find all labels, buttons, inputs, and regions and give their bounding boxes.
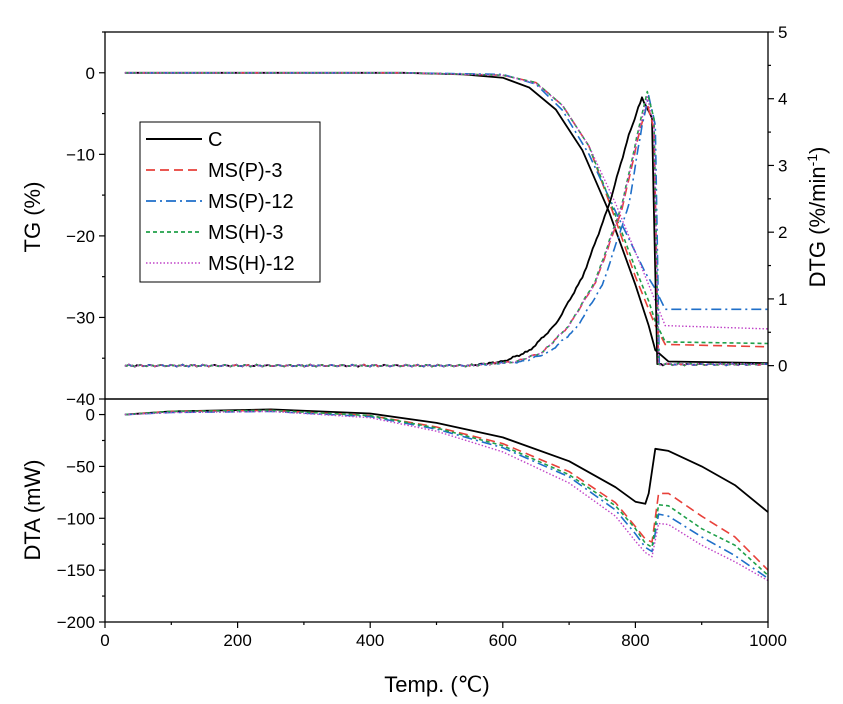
dta-tick-label: −50: [66, 457, 95, 476]
tg-tick-label: −30: [66, 308, 95, 327]
legend-label-0: C: [208, 129, 222, 151]
dta-curve-0: [124, 408, 768, 513]
dta-tick-label: −100: [57, 509, 95, 528]
dtg-tick-label: 0: [778, 357, 787, 376]
dta-tick-label: −150: [57, 561, 95, 580]
legend: C MS(P)-3 MS(P)-12 MS(H)-3 MS(H)-12: [139, 121, 321, 283]
tg-tick-label: −40: [66, 390, 95, 409]
bottom-panel-frame: [104, 398, 769, 623]
dta-curve-2: [124, 410, 768, 580]
dtg-axis-label-superscript: -1: [804, 154, 820, 167]
dta-curve-3: [124, 409, 768, 576]
x-tick-label: 0: [100, 631, 109, 650]
top-panel-curves: [124, 71, 768, 368]
panel-frames: [104, 31, 769, 623]
tg-tick-label: 0: [86, 64, 95, 83]
x-tick-label: 800: [621, 631, 649, 650]
dta-tick-label: 0: [86, 406, 95, 425]
dta-tick-label: −200: [57, 613, 95, 632]
dtg-tick-label: 5: [778, 23, 787, 42]
dtg-axis-label: DTG (%/min-1): [804, 147, 830, 288]
legend-label-2: MS(P)-12: [208, 191, 294, 213]
x-tick-label: 1000: [749, 631, 787, 650]
dta-curve-4: [124, 410, 768, 582]
dtg-axis-label-close: ): [805, 147, 830, 154]
dta-axis-label: DTA (mW): [20, 459, 45, 560]
legend-label-4: MS(H)-12: [208, 253, 295, 275]
x-tick-label: 400: [356, 631, 384, 650]
dta-curve-1: [124, 409, 768, 571]
tg-tick-label: −20: [66, 227, 95, 246]
dtg-tick-label: 4: [778, 90, 787, 109]
dtg-axis-label-main: DTG (%/min: [805, 166, 830, 287]
tg-axis-label: TG (%): [20, 182, 45, 253]
dtg-curve-4: [124, 96, 768, 368]
dtg-tick-label: 2: [778, 223, 787, 242]
legend-box: [139, 121, 321, 283]
dtg-tick-label: 3: [778, 156, 787, 175]
x-tick-label: 200: [223, 631, 251, 650]
tg-curve-4: [124, 72, 768, 330]
x-tick-label: 600: [489, 631, 517, 650]
legend-label-1: MS(P)-3: [208, 160, 282, 182]
tg-tick-label: −10: [66, 145, 95, 164]
bottom-panel-curves: [124, 408, 768, 582]
dtg-tick-label: 1: [778, 290, 787, 309]
legend-label-3: MS(H)-3: [208, 222, 284, 244]
x-axis-label: Temp. (℃): [384, 672, 489, 697]
